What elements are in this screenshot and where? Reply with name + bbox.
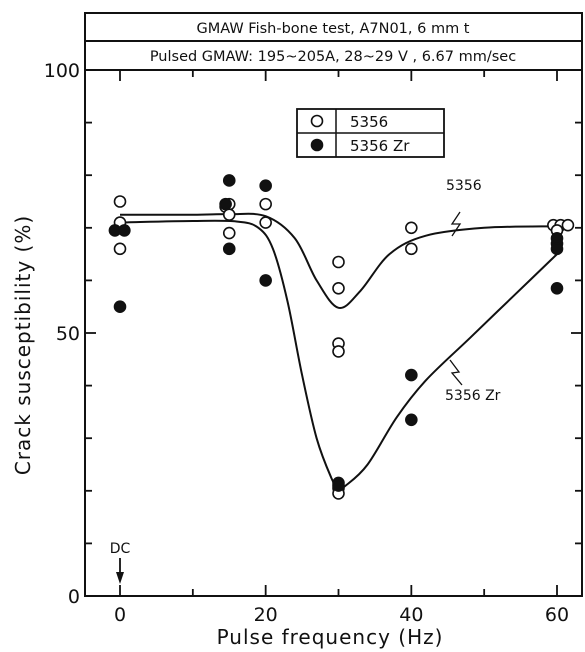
y-tick-label: 50: [56, 323, 80, 345]
data-point-5356: [113, 242, 127, 256]
data-point-5356: [405, 221, 418, 235]
header-line-1: GMAW Fish-bone test, A7N01, 6 mm t: [196, 21, 469, 37]
y-axis-label: Crack susceptibility (%): [11, 215, 35, 475]
data-point-5356: [259, 197, 272, 211]
data-point-5356: [222, 226, 236, 240]
data-points: [108, 174, 575, 500]
axis-ticks: [85, 69, 582, 597]
x-tick-label: 60: [545, 604, 569, 626]
dc-marker: DC: [110, 541, 131, 584]
data-point-5356: [222, 208, 236, 221]
data-point-5356zr: [259, 274, 272, 287]
annotation-5356-pointer: [450, 211, 462, 237]
legend-label-5356: 5356: [350, 113, 388, 131]
y-tick-label: 0: [68, 586, 80, 608]
legend-marker-5356zr: [310, 138, 324, 152]
y-tick-label: 100: [44, 60, 80, 82]
data-point-5356zr: [550, 242, 564, 256]
data-point-5356zr: [219, 197, 232, 211]
legend: 5356 5356 Zr: [296, 108, 445, 158]
data-point-5356zr: [405, 368, 418, 382]
data-point-5356zr: [332, 479, 345, 492]
data-point-5356: [332, 345, 345, 358]
x-axis-label: Pulse frequency (Hz): [217, 625, 444, 649]
data-point-5356: [332, 281, 345, 295]
x-tick-label: 0: [114, 604, 126, 626]
data-point-5356zr: [118, 224, 131, 237]
annotation-5356: 5356: [446, 178, 482, 194]
data-point-5356zr: [222, 242, 236, 256]
data-point-5356: [113, 195, 127, 208]
x-tick-label: 40: [399, 604, 423, 626]
data-point-5356zr: [259, 179, 272, 193]
curve-5356zr: [119, 219, 558, 490]
legend-label-5356zr: 5356 Zr: [350, 137, 410, 155]
axis-tick-labels: 0 20 40 60 0 50 100: [44, 60, 569, 626]
data-point-5356zr: [550, 281, 564, 295]
data-point-5356: [259, 216, 272, 229]
annotation-5356zr: 5356 Zr: [445, 388, 501, 404]
data-point-5356: [332, 255, 345, 269]
dc-label: DC: [110, 541, 131, 557]
data-point-5356zr: [405, 413, 418, 427]
dc-arrow-head: [116, 572, 124, 584]
annotation-5356zr-pointer: [449, 359, 463, 386]
data-point-5356: [405, 242, 418, 256]
data-point-5356: [561, 218, 575, 232]
legend-marker-5356: [310, 114, 324, 128]
header-line-2: Pulsed GMAW: 195~205A, 28~29 V , 6.67 mm…: [150, 49, 516, 65]
x-tick-label: 20: [254, 604, 278, 626]
curve-annotations: 5356 5356 Zr: [445, 178, 501, 404]
data-point-5356zr: [222, 174, 236, 187]
data-point-5356zr: [113, 300, 127, 314]
